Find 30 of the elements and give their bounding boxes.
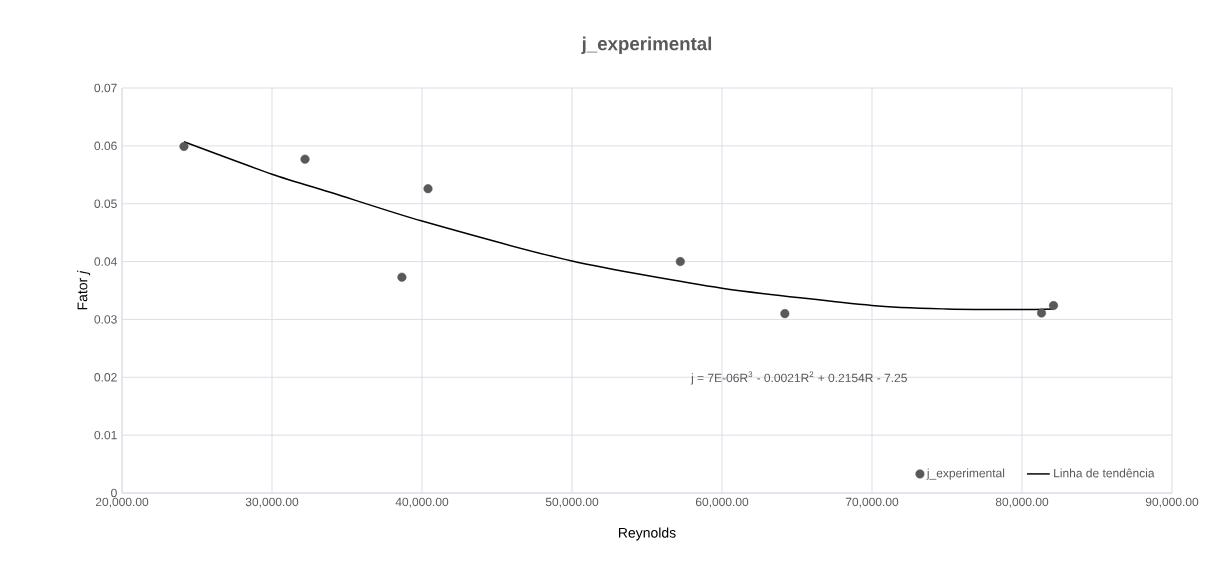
y-tick-label: 0.02: [94, 373, 117, 382]
y-tick-label: 0.07: [94, 83, 117, 93]
point: [1036, 308, 1047, 318]
x-tick-label: 20,000.00: [95, 497, 149, 508]
legend-label: Linha de tendência: [1054, 468, 1155, 478]
point: [1048, 301, 1059, 311]
x-tick-label: 60,000.00: [695, 497, 749, 508]
y-tick-label: 0: [111, 488, 117, 498]
y-tick-label: 0.04: [94, 257, 117, 266]
point: [179, 141, 189, 151]
point: [675, 257, 685, 267]
x-tick-label: 30,000.00: [245, 497, 299, 508]
x-tick-label: 40,000.00: [395, 497, 449, 508]
point: [780, 309, 790, 319]
point: [397, 272, 407, 282]
y-axis-title: Fator j: [77, 270, 91, 310]
point: [423, 184, 433, 194]
annotation: j = 7E-06R$^{3}$ - 0.0021R$^{2}$ + 0.2154R - 7.25: [690, 371, 907, 385]
legend-label: j_experimental: [926, 468, 1005, 480]
x-tick-label: 80,000.00: [995, 497, 1049, 508]
x-tick-label: 70,000.00: [845, 497, 899, 508]
chart-title: j_experimental: [581, 36, 712, 55]
point: [300, 154, 310, 164]
y-tick-label: 0.06: [94, 141, 117, 151]
x-axis-title: Reynolds: [618, 527, 676, 541]
y-tick-label: 0.05: [94, 199, 117, 208]
y-tick-label: 0.03: [94, 315, 117, 324]
y-tick-label: 0.01: [94, 430, 117, 440]
x-tick-label: 90,000.00: [1145, 497, 1199, 508]
x-tick-label: 50,000.00: [545, 497, 599, 508]
